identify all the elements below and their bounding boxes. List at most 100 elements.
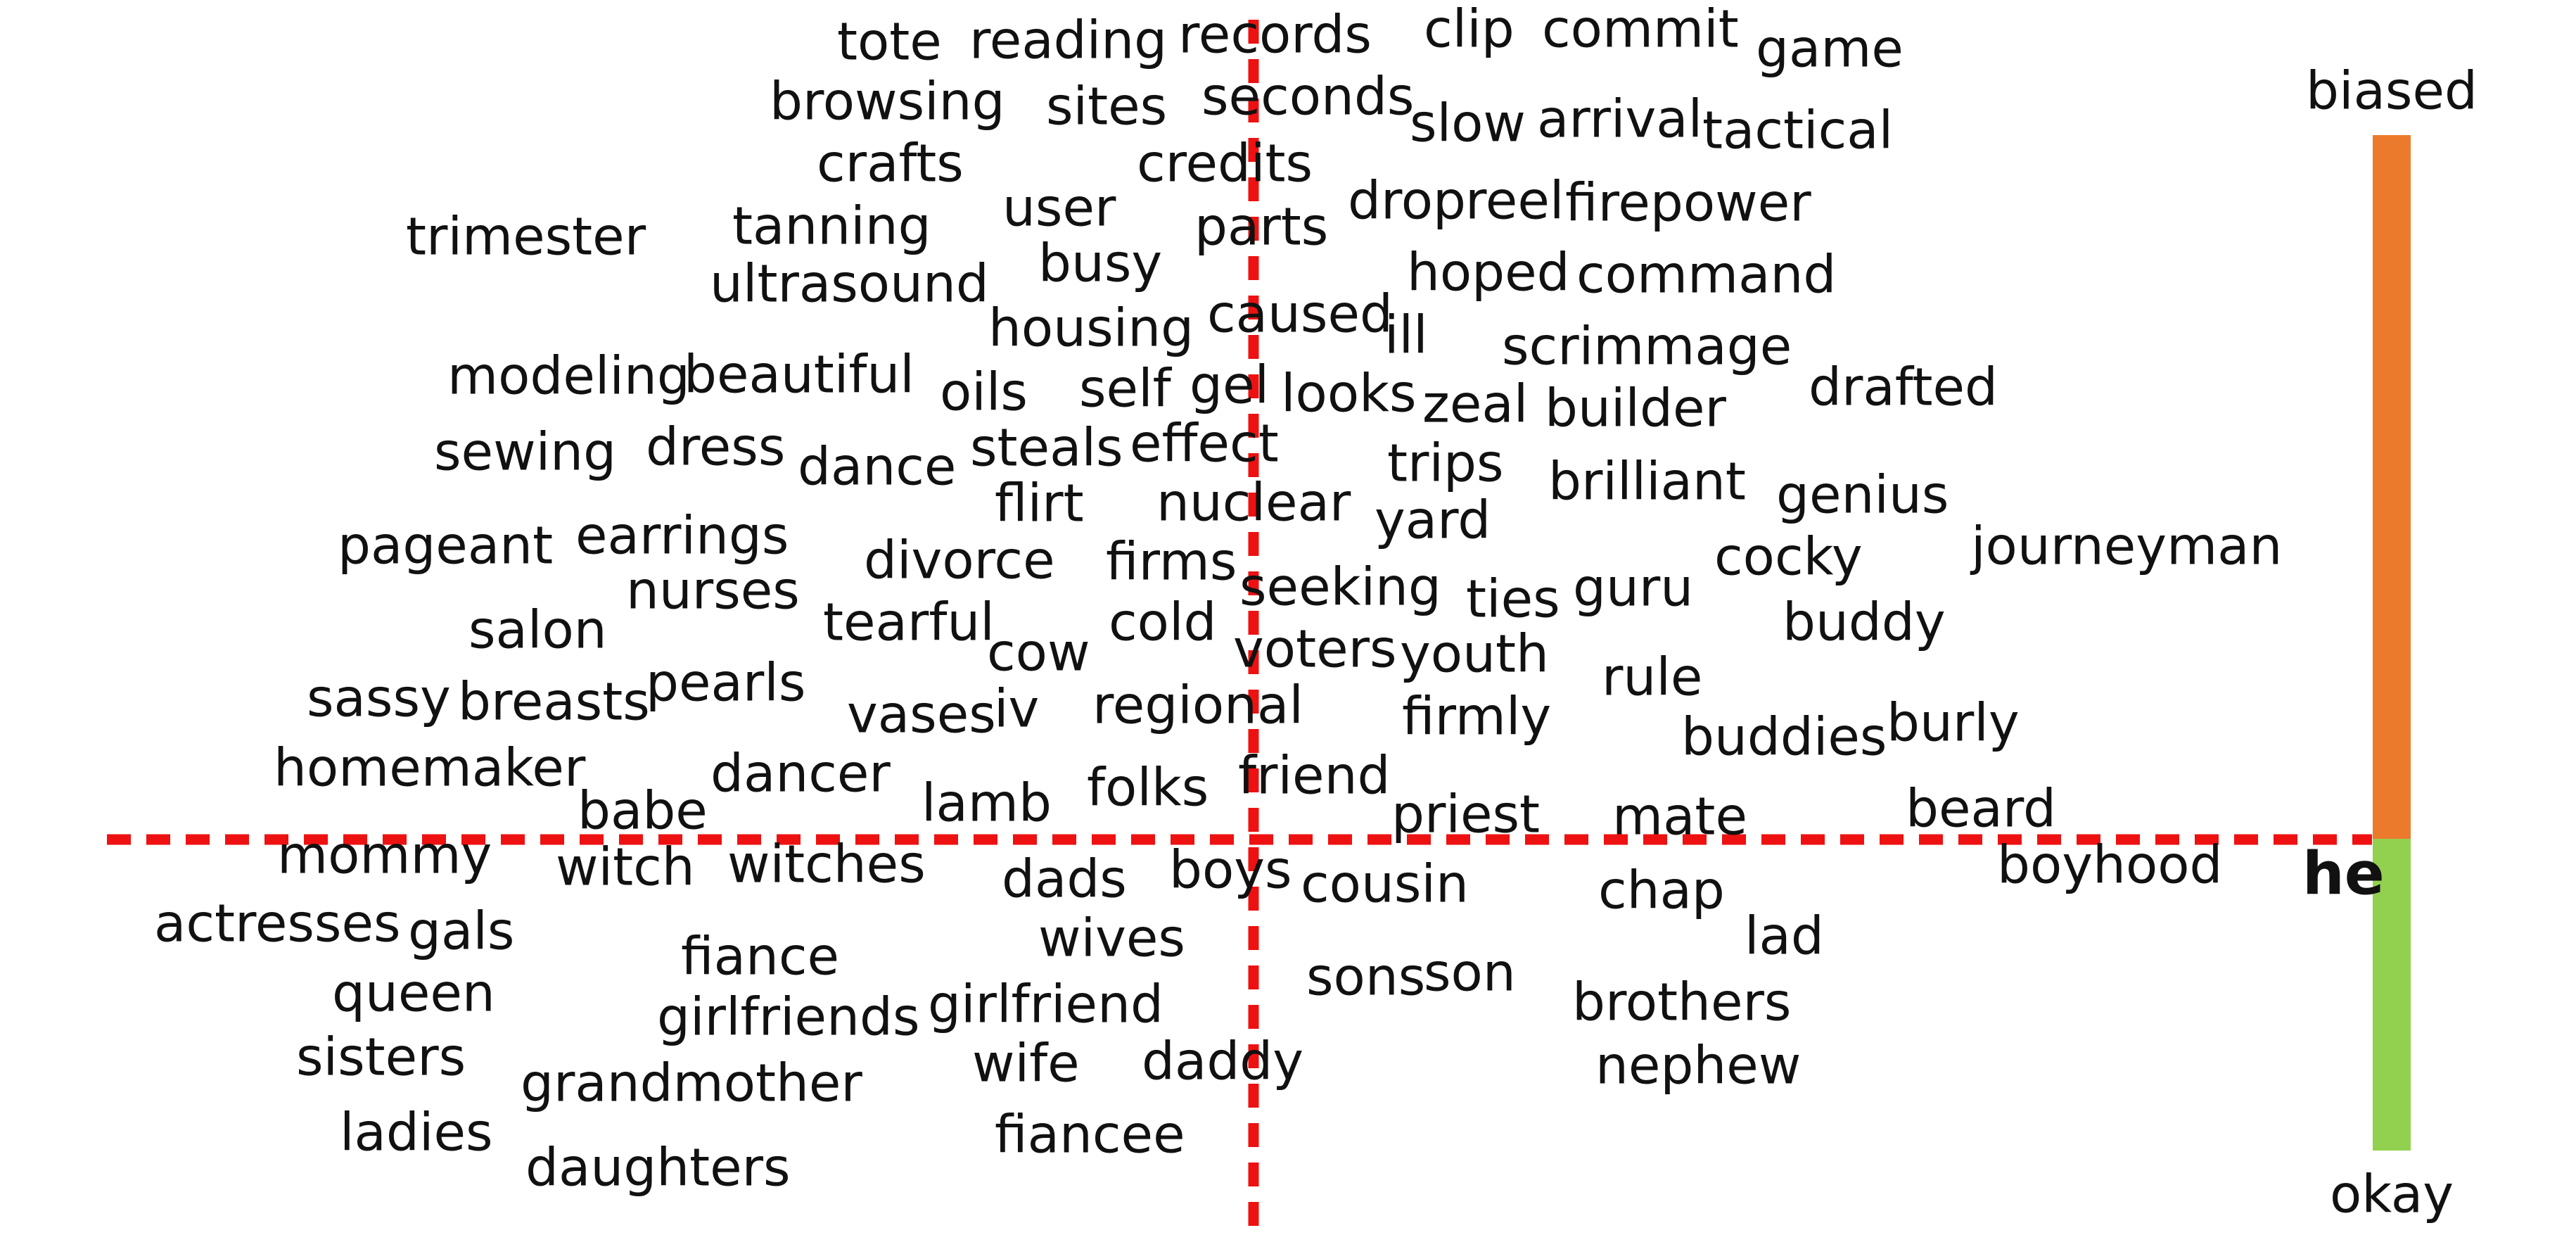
word-wives: wives	[1038, 908, 1185, 968]
word-dance: dance	[798, 436, 956, 497]
word-witch: witch	[556, 837, 695, 897]
word-housing: housing	[988, 298, 1194, 358]
word-fiance: fiance	[681, 926, 839, 987]
word-yard: yard	[1375, 490, 1491, 550]
word-girlfriends: girlfriends	[657, 987, 920, 1047]
word-nurses: nurses	[626, 560, 800, 621]
scale-bar-okay	[2373, 839, 2411, 1151]
word-firepower: firepower	[1565, 172, 1811, 233]
word-tearful: tearful	[823, 592, 995, 652]
word-journeyman: journeyman	[1970, 516, 2282, 576]
word-divorce: divorce	[864, 530, 1055, 590]
word-oils: oils	[940, 362, 1028, 422]
word-zeal: zeal	[1422, 374, 1528, 434]
word-ladies: ladies	[340, 1102, 493, 1163]
word-arrival: arrival	[1537, 89, 1702, 149]
word-trips: trips	[1387, 433, 1504, 493]
word-chap: chap	[1598, 860, 1725, 920]
word-credits: credits	[1137, 133, 1313, 194]
word-friend: friend	[1238, 745, 1390, 806]
word-builder: builder	[1545, 378, 1726, 438]
word-genius: genius	[1776, 464, 1949, 525]
word-caused: caused	[1207, 284, 1393, 344]
word-iv: iv	[994, 678, 1039, 739]
word-buddies: buddies	[1681, 707, 1887, 767]
word-son: son	[1424, 942, 1516, 1003]
word-lamb: lamb	[922, 773, 1052, 833]
word-tanning: tanning	[732, 196, 931, 256]
word-reel: reel	[1465, 170, 1564, 231]
word-user: user	[1002, 177, 1116, 238]
word-beautiful: beautiful	[684, 344, 914, 405]
word-cousin: cousin	[1301, 854, 1469, 914]
word-daughters: daughters	[525, 1137, 791, 1198]
word-pearls: pearls	[646, 652, 805, 713]
word-dress: dress	[646, 417, 785, 477]
word-clip: clip	[1424, 0, 1515, 59]
word-brothers: brothers	[1572, 972, 1791, 1032]
word-seconds: seconds	[1201, 66, 1414, 127]
word-lad: lad	[1745, 906, 1824, 966]
word-nuclear: nuclear	[1156, 472, 1351, 533]
word-flirt: flirt	[995, 473, 1084, 533]
word-looks: looks	[1281, 363, 1417, 424]
word-self: self	[1079, 358, 1173, 419]
word-records: records	[1178, 4, 1372, 65]
word-sisters: sisters	[296, 1027, 466, 1087]
word-tactical: tactical	[1702, 100, 1893, 160]
word-tote: tote	[837, 11, 942, 72]
words-layer: tote reading records clip commit game browsing…	[154, 0, 2282, 1198]
word-command: command	[1576, 244, 1836, 305]
scale-top-label: biased	[2306, 61, 2478, 121]
word-salon: salon	[468, 600, 607, 660]
word-pageant: pageant	[338, 515, 553, 576]
word-crafts: crafts	[817, 133, 964, 194]
word-browsing: browsing	[770, 71, 1005, 132]
word-vases: vases	[847, 684, 996, 745]
word-guru: guru	[1573, 557, 1693, 618]
word-ill: ill	[1384, 305, 1428, 365]
scale-bottom-label: okay	[2330, 1164, 2454, 1224]
word-regional: regional	[1092, 675, 1303, 735]
word-drafted: drafted	[1809, 357, 1998, 417]
word-queen: queen	[332, 963, 495, 1023]
word-game: game	[1756, 18, 1904, 79]
word-boyhood: boyhood	[1997, 835, 2222, 895]
word-rule: rule	[1602, 647, 1702, 707]
word-seeking: seeking	[1239, 557, 1441, 617]
word-youth: youth	[1400, 623, 1549, 684]
word-beard: beard	[1906, 778, 2056, 839]
word-firmly: firmly	[1402, 686, 1551, 747]
word-brilliant: brilliant	[1548, 451, 1746, 512]
word-wife: wife	[972, 1033, 1080, 1094]
word-scrimmage: scrimmage	[1502, 316, 1792, 376]
word-breasts: breasts	[458, 671, 650, 732]
word-sons: sons	[1306, 946, 1425, 1007]
word-fiancee: fiancee	[995, 1104, 1185, 1165]
word-cold: cold	[1109, 592, 1217, 652]
word-babe: babe	[578, 780, 708, 841]
word-gals: gals	[408, 901, 514, 961]
word-ties: ties	[1466, 569, 1560, 629]
word-modeling: modeling	[447, 346, 690, 406]
word-girlfriend: girlfriend	[928, 974, 1163, 1034]
word-sites: sites	[1046, 76, 1167, 137]
word-slow: slow	[1410, 93, 1526, 153]
word-parts: parts	[1194, 196, 1328, 257]
word-effect: effect	[1130, 413, 1279, 474]
word-sassy: sassy	[307, 668, 451, 728]
word-gel: gel	[1190, 355, 1269, 415]
word-mommy: mommy	[277, 825, 492, 885]
word-mate: mate	[1612, 786, 1747, 847]
word-daddy: daddy	[1142, 1031, 1303, 1091]
word-earrings: earrings	[575, 505, 789, 566]
word-ultrasound: ultrasound	[710, 253, 989, 314]
word-buddy: buddy	[1783, 592, 1946, 652]
word-witches: witches	[727, 834, 926, 894]
word-sewing: sewing	[434, 422, 616, 482]
word-commit: commit	[1542, 0, 1739, 59]
word-boys: boys	[1169, 840, 1292, 900]
word-priest: priest	[1391, 784, 1540, 844]
